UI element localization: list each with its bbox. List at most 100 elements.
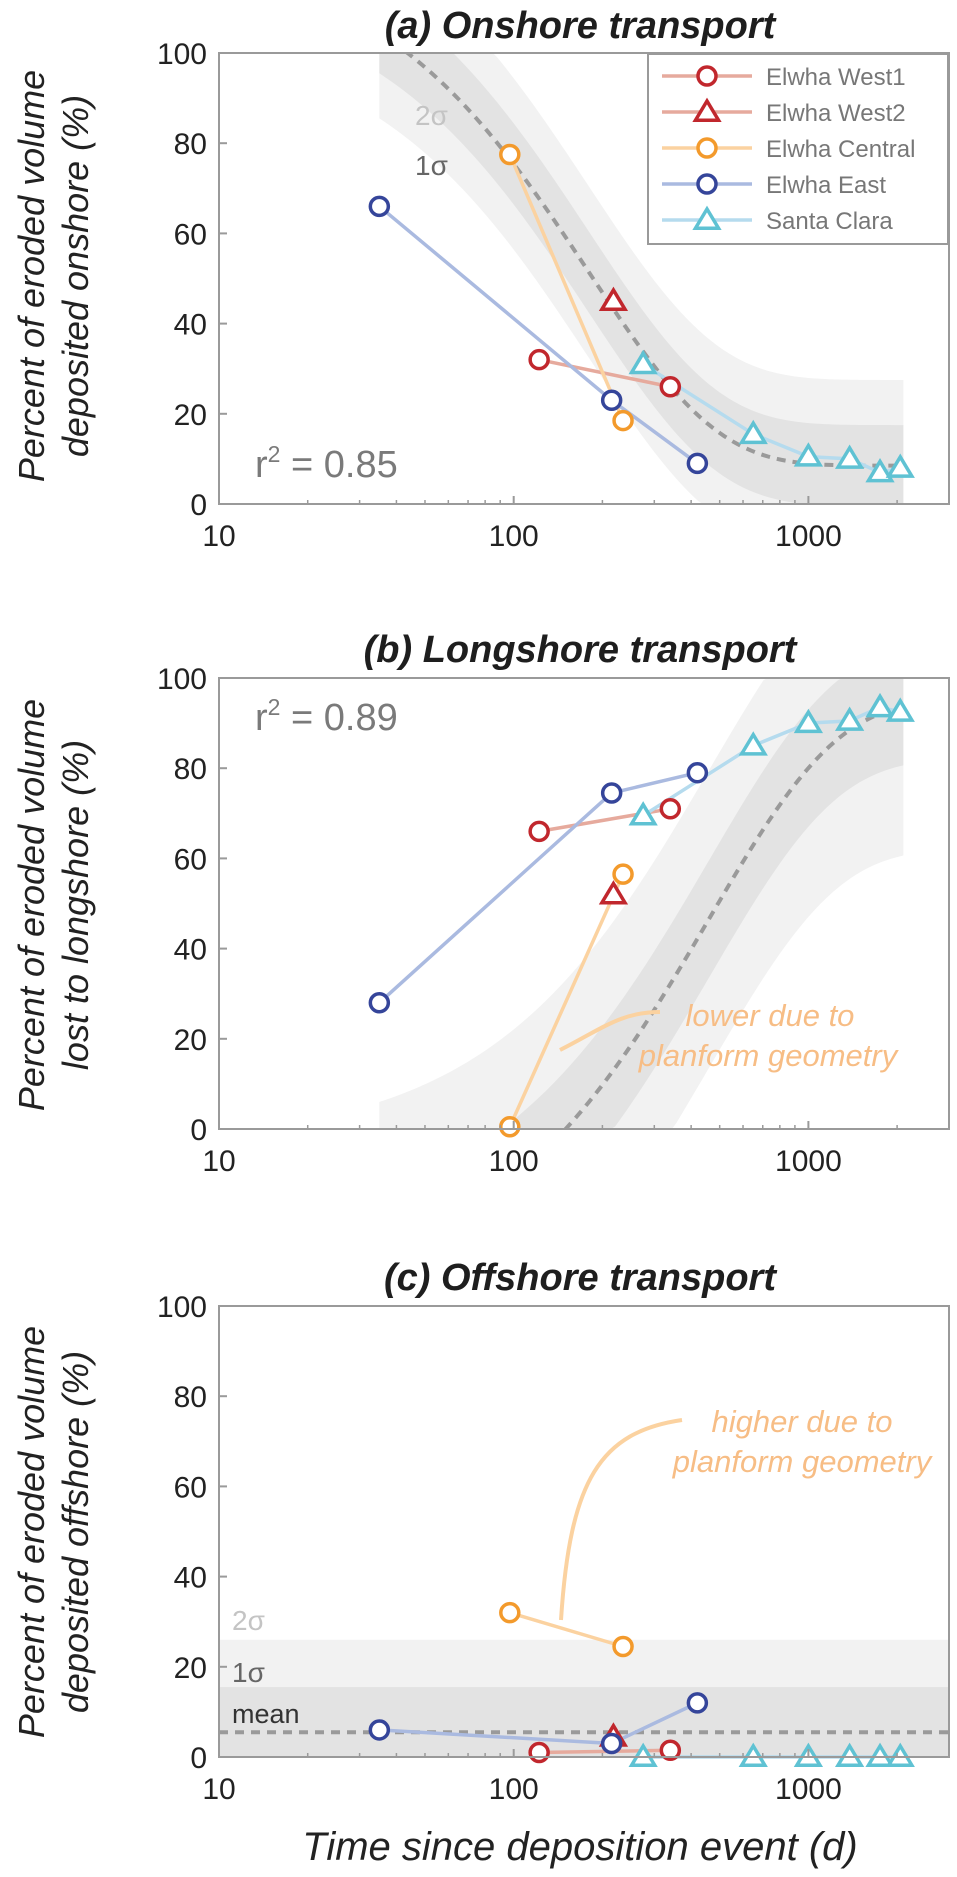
y-tick-label: 80 — [174, 753, 207, 786]
legend-marker-west2 — [692, 97, 722, 122]
data-point-santa — [865, 458, 895, 483]
ylabel-onshore-line2: deposited onshore (%) — [55, 95, 96, 457]
sigma2-label-offshore: 2σ — [232, 1605, 265, 1636]
y-tick-label: 0 — [190, 1742, 207, 1775]
y-tick-label: 40 — [174, 309, 207, 342]
x-tick-label: 1000 — [775, 1773, 842, 1806]
data-point-east — [368, 195, 391, 218]
r2-label-longshore: r2 = 0.89 — [255, 694, 398, 739]
data-point-west2 — [598, 880, 629, 905]
data-point-santa — [834, 1742, 865, 1767]
data-point-east — [368, 991, 391, 1014]
r2-superscript: 2 — [268, 441, 281, 467]
data-point-west2 — [598, 286, 629, 312]
mean-label-offshore: mean — [232, 1699, 300, 1729]
y-tick-label: 100 — [157, 38, 207, 71]
x-tick-label: 10 — [202, 1145, 235, 1178]
ticks-offshore: 10 100 1000 0 20 40 60 80 100 — [157, 1291, 950, 1806]
data-point-central — [499, 143, 521, 166]
x-tick-label: 1000 — [775, 1145, 842, 1178]
legend-marker-santa — [692, 205, 722, 230]
data-point-west1 — [528, 1741, 550, 1764]
legend-label-central: Elwha Central — [766, 136, 915, 163]
data-point-central — [499, 1115, 521, 1138]
y-tick-label: 100 — [157, 663, 207, 696]
title-onshore: (a) Onshore transport — [385, 5, 777, 47]
data-point-east — [600, 389, 623, 412]
data-point-santa — [628, 801, 658, 826]
ylabel-onshore-line1: Percent of eroded volume — [11, 70, 52, 482]
data-point-santa — [834, 706, 865, 731]
fit-curve — [562, 704, 904, 1129]
title-offshore: (c) Offshore transport — [384, 1257, 777, 1299]
band-1sigma — [379, 678, 904, 1129]
data-point-east — [368, 1719, 391, 1741]
y-tick-label: 40 — [174, 1562, 207, 1595]
data-point-santa — [885, 453, 915, 478]
axes-frame-longshore — [218, 677, 950, 1130]
sigma-bands-longshore — [379, 678, 904, 1129]
data-point-santa — [738, 1742, 768, 1767]
series-onshore — [368, 143, 915, 483]
data-point-santa — [738, 419, 768, 445]
legend: Elwha West1 Elwha West2 Elwha Central Elwha… — [647, 53, 949, 245]
title-longshore: (b) Longshore transport — [364, 629, 798, 671]
r2-value: = 0.89 — [280, 697, 397, 739]
series-line-central — [508, 873, 625, 1128]
legend-label-east: Elwha East — [766, 172, 886, 199]
data-point-west1 — [659, 798, 682, 820]
legend-marker-east — [696, 173, 718, 195]
y-tick-label: 40 — [174, 934, 207, 967]
annotation-offshore-line1: higher due to — [712, 1404, 893, 1439]
data-point-central — [612, 409, 634, 432]
x-tick-label: 100 — [489, 1145, 539, 1178]
sigma2-label-onshore: 2σ — [415, 100, 448, 131]
data-point-east — [686, 761, 709, 784]
x-tick-label: 10 — [202, 520, 235, 553]
panel-longshore: (b) Longshore transport Percent of erode… — [11, 629, 950, 1178]
data-point-santa — [885, 697, 915, 722]
panel-onshore: (a) Onshore transport Percent of eroded … — [11, 5, 950, 553]
data-point-east — [686, 1692, 709, 1714]
y-tick-label: 20 — [174, 1024, 207, 1057]
r2-superscript: 2 — [268, 694, 281, 720]
y-tick-label: 20 — [174, 1652, 207, 1685]
series-line-central — [508, 153, 625, 422]
band-1sigma — [379, 53, 904, 504]
data-point-east — [600, 782, 623, 804]
sigma1-label-onshore: 1σ — [415, 150, 448, 181]
y-tick-label: 20 — [174, 399, 207, 432]
ylabel-longshore-line1: Percent of eroded volume — [11, 699, 52, 1111]
data-point-west1 — [659, 375, 682, 398]
axes-frame-onshore — [218, 52, 950, 505]
data-point-west1 — [659, 1739, 682, 1761]
y-tick-label: 60 — [174, 1471, 207, 1504]
x-tick-label: 100 — [489, 520, 539, 553]
r2-value: = 0.85 — [280, 444, 397, 486]
annotation-pointer-offshore — [559, 1418, 683, 1621]
legend-marker-central — [696, 137, 718, 159]
data-point-west1 — [528, 348, 550, 371]
y-tick-label: 100 — [157, 1291, 207, 1324]
data-point-santa — [628, 349, 658, 375]
sigma-bands-onshore — [379, 53, 904, 504]
sigma-bands-offshore — [219, 1639, 949, 1757]
data-point-west1 — [528, 820, 550, 843]
y-tick-label: 60 — [174, 218, 207, 251]
legend-label-santa: Santa Clara — [766, 208, 893, 235]
x-tick-label: 1000 — [775, 520, 842, 553]
data-point-santa — [793, 442, 824, 467]
data-point-santa — [834, 444, 865, 469]
data-point-santa — [885, 1742, 915, 1767]
y-tick-label: 0 — [190, 489, 207, 522]
y-tick-label: 0 — [190, 1114, 207, 1147]
legend-label-west1: Elwha West1 — [766, 64, 906, 91]
ticks-onshore: 10 100 1000 0 20 40 60 80 100 — [157, 38, 950, 553]
data-point-central — [612, 863, 634, 885]
y-tick-label: 80 — [174, 128, 207, 161]
ylabel-longshore-line2: lost to longshore (%) — [55, 740, 96, 1070]
ylabel-offshore-line1: Percent of eroded volume — [11, 1326, 52, 1738]
annotation-longshore-line1: lower due to — [686, 998, 855, 1033]
annotation-pointer-longshore — [559, 1010, 661, 1052]
annotation-offshore-line2: planform geometry — [672, 1444, 934, 1479]
